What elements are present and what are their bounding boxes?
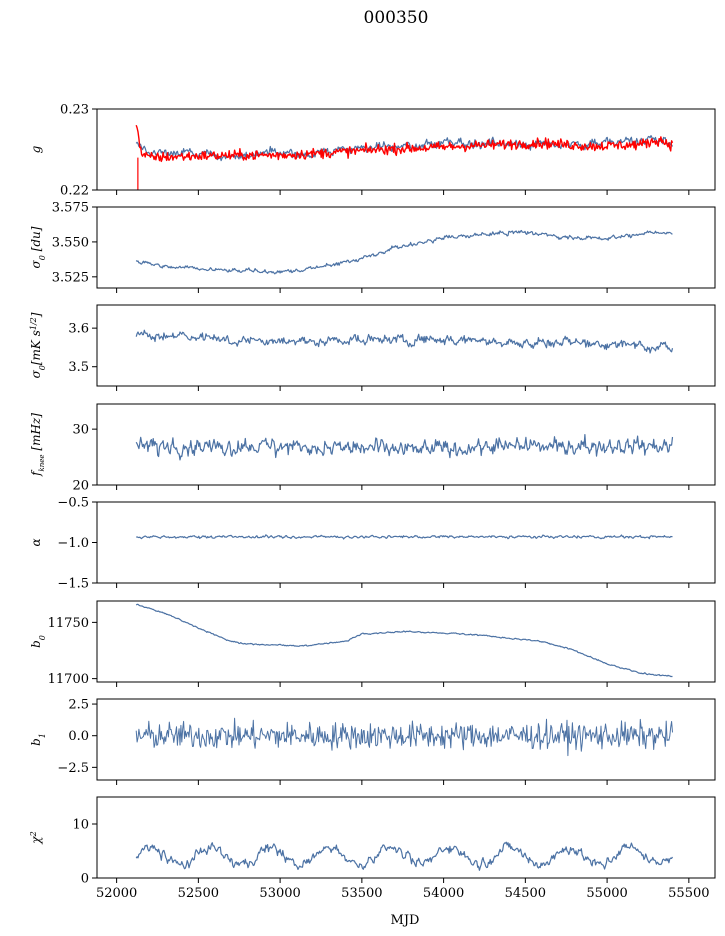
x-tick-label: 52000 <box>96 886 137 901</box>
y-axis-label-8: χ2 <box>29 831 44 844</box>
y-axis-label-5: α <box>29 538 43 546</box>
y-axis-label-3: σ0[mK s1/2] <box>29 312 47 378</box>
y-tick-label: 11700 <box>48 672 89 687</box>
y-axis-label-1: g <box>29 145 43 153</box>
y-axis-label-6: b0 <box>29 635 47 648</box>
panel-frame <box>96 501 716 584</box>
y-tick-label: 0.0 <box>68 729 89 744</box>
x-tick-label: 52500 <box>178 886 219 901</box>
y-tick-label: 0 <box>81 872 89 887</box>
x-tick-label: 55000 <box>586 886 627 901</box>
series-line-4-1 <box>135 434 674 461</box>
panel-frame <box>96 108 716 191</box>
y-tick-label: 11750 <box>48 616 89 631</box>
y-axis-label-4: fknee [mHz] <box>29 413 46 477</box>
chart-title: 000350 <box>364 8 429 28</box>
series-line-5-1 <box>136 534 673 540</box>
x-tick-label: 54500 <box>505 886 546 901</box>
y-tick-label: 3.5 <box>68 360 89 375</box>
x-axis-label: MJD <box>391 913 420 928</box>
y-axis-label-7: b1 <box>29 733 47 746</box>
y-tick-label: 0.22 <box>60 184 89 199</box>
x-tick-label: 53500 <box>341 886 382 901</box>
panel-frame <box>96 206 716 289</box>
panel-frame <box>96 403 716 486</box>
series-line-3-1 <box>135 329 674 354</box>
panel-frame <box>96 304 716 387</box>
panel-3: 3.5 3.6 σ0[mK s1/2] <box>29 304 716 391</box>
panel-5: −1.5 −1.0 −0.5 α <box>29 496 716 592</box>
x-tick-label: 55500 <box>668 886 709 901</box>
panel-1: 0.22 0.23 g <box>29 103 716 199</box>
panel-frame <box>96 796 716 879</box>
x-tick-label: 53000 <box>259 886 300 901</box>
y-tick-label: 3.550 <box>52 235 89 250</box>
y-axis-label-2: σ0 [du] <box>29 226 47 268</box>
series-line-2-1 <box>135 229 673 275</box>
x-tick-label: 54000 <box>423 886 464 901</box>
y-tick-label: 3.6 <box>68 322 89 337</box>
y-tick-label: −1.0 <box>57 536 89 551</box>
panel-7: −2.5 0.0 2.5 b1 <box>29 698 716 785</box>
y-tick-label: −0.5 <box>57 496 89 511</box>
y-tick-label: 3.525 <box>52 270 89 285</box>
y-tick-label: 30 <box>72 423 89 438</box>
y-tick-label: 10 <box>72 818 89 833</box>
panel-2: 3.525 3.550 3.575 σ0 [du] <box>29 201 716 293</box>
y-tick-label: 3.575 <box>52 201 89 216</box>
y-tick-label: −1.5 <box>57 577 89 592</box>
panel-frame <box>96 698 716 781</box>
y-tick-label: 2.5 <box>68 698 89 713</box>
series-line-7-1 <box>135 717 673 757</box>
y-tick-label: 20 <box>72 479 89 494</box>
series-line-1-2 <box>135 124 674 163</box>
panel-8: 0 10 52000 52500 53000 53500 54000 54500 55000 55… <box>29 796 716 901</box>
y-tick-label: −2.5 <box>57 761 89 776</box>
y-tick-label: 0.23 <box>60 103 89 118</box>
series-line-6-1 <box>135 603 673 678</box>
series-line-8-1 <box>135 841 674 871</box>
panel-4: 20 30 fknee [mHz] <box>29 403 716 494</box>
panel-frame <box>96 600 716 683</box>
